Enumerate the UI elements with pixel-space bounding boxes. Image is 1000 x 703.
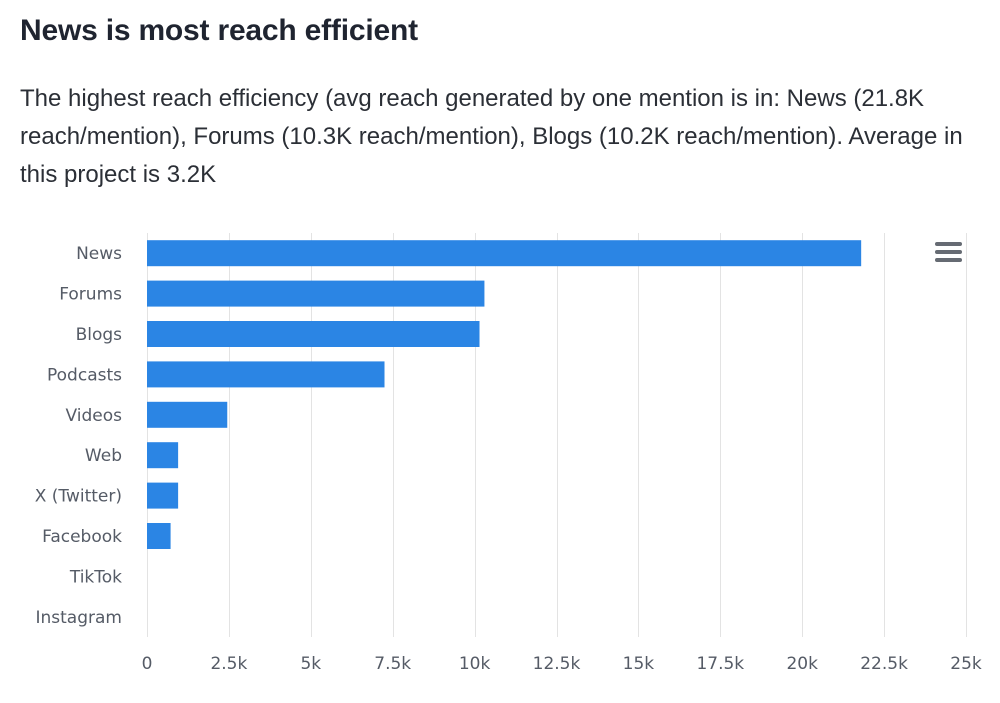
x-tick-label: 17.5k <box>696 654 744 674</box>
bars <box>147 240 862 549</box>
chart-subtitle: The highest reach efficiency (avg reach … <box>20 85 963 188</box>
x-tick-label: 2.5k <box>210 654 247 674</box>
bar-web[interactable] <box>147 442 179 469</box>
x-tick-label: 25k <box>950 654 982 674</box>
category-labels: News Forums Blogs Podcasts Videos Web X (Twitt… <box>35 244 122 628</box>
category-label: TikTok <box>69 567 122 587</box>
bar-facebook[interactable] <box>147 523 171 549</box>
category-label: News <box>76 244 122 264</box>
category-label: Podcasts <box>47 365 122 385</box>
category-label: Blogs <box>76 325 123 345</box>
category-label: Web <box>85 446 122 466</box>
hamburger-menu-icon-line <box>935 258 962 262</box>
category-label: Videos <box>66 406 123 426</box>
bar-x-twitter[interactable] <box>147 482 179 509</box>
hamburger-menu-icon-line <box>935 250 962 254</box>
x-tick-label: 7.5k <box>374 654 411 674</box>
bar-blogs[interactable] <box>147 321 480 347</box>
category-label: Forums <box>59 285 122 305</box>
category-label: Facebook <box>42 527 122 547</box>
bar-podcasts[interactable] <box>147 361 385 388</box>
x-tick-label: 12.5k <box>533 654 581 674</box>
bar-videos[interactable] <box>147 401 228 428</box>
x-tick-label: 22.5k <box>860 654 908 674</box>
x-tick-label: 10k <box>459 654 491 674</box>
x-tick-label: 0 <box>142 654 153 674</box>
x-tick-label: 20k <box>786 654 818 674</box>
x-tick-label: 5k <box>300 654 321 674</box>
chart-menu-button[interactable] <box>930 238 966 268</box>
bar-news[interactable] <box>147 240 862 267</box>
x-axis-tick-labels: 0 2.5k 5k 7.5k 10k 12.5k 15k 17.5k 20k 22.5k 25k <box>142 654 982 674</box>
category-label: Instagram <box>36 608 123 628</box>
grid-lines <box>147 233 967 637</box>
bar-forums[interactable] <box>147 280 485 307</box>
hamburger-menu-icon <box>935 242 962 246</box>
category-label: X (Twitter) <box>35 487 122 507</box>
x-tick-label: 15k <box>623 654 655 674</box>
chart-title: News is most reach efficient <box>20 14 418 47</box>
